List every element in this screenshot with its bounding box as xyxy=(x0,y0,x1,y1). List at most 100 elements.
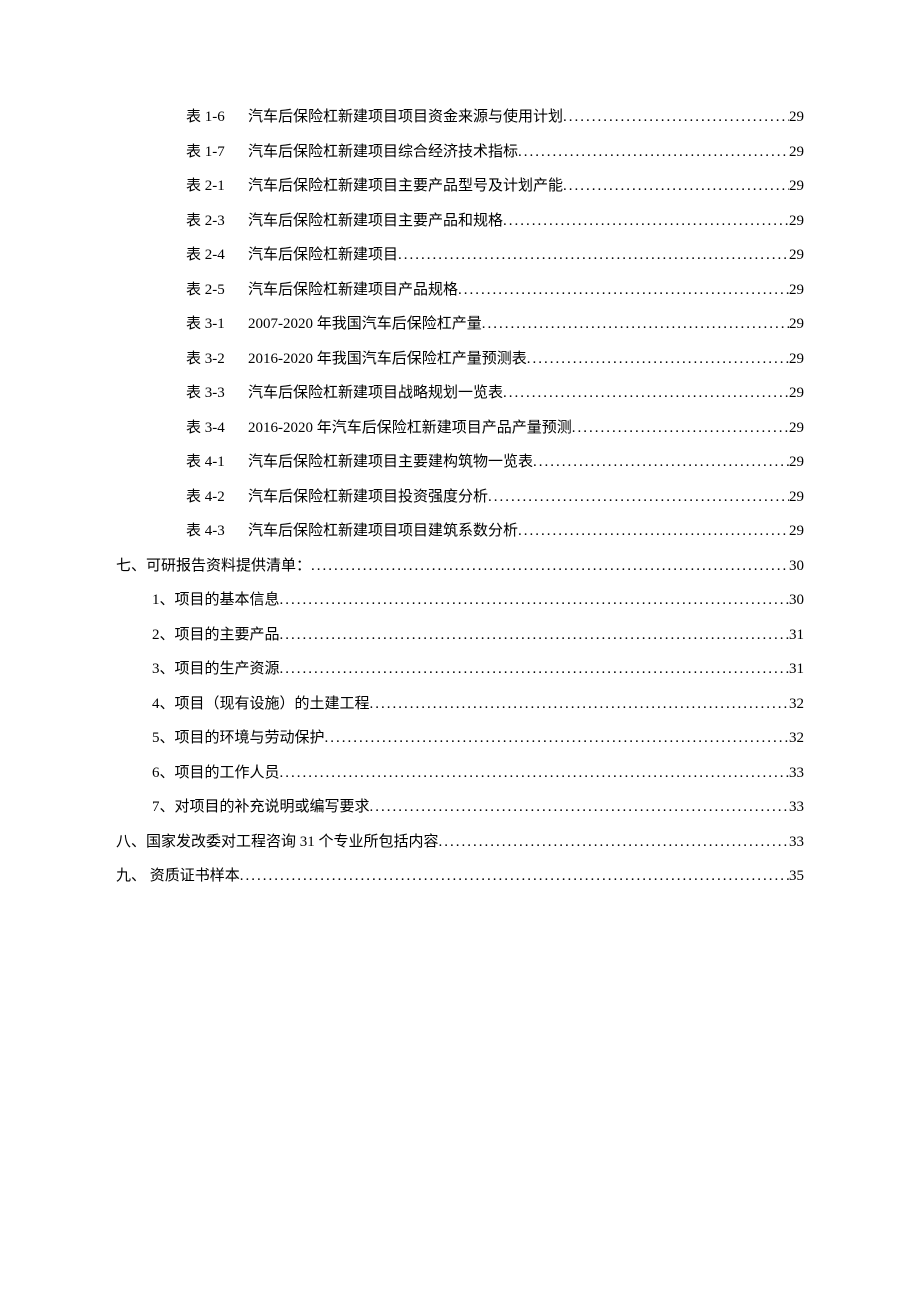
toc-leader xyxy=(280,583,789,618)
toc-label: 表 3-1 xyxy=(186,307,248,342)
toc-text: 2、项目的主要产品 xyxy=(152,618,280,653)
toc-page: 29 xyxy=(789,445,804,480)
toc-page: 29 xyxy=(789,376,804,411)
toc-label: 表 4-1 xyxy=(186,445,248,480)
toc-page: 32 xyxy=(789,721,804,756)
toc-text: 汽车后保险杠新建项目项目建筑系数分析 xyxy=(248,514,518,549)
toc-page: 29 xyxy=(789,480,804,515)
toc-leader xyxy=(398,238,789,273)
toc-subitem: 6、项目的工作人员 33 xyxy=(116,756,804,791)
toc-leader xyxy=(563,169,789,204)
toc-label: 表 1-7 xyxy=(186,135,248,170)
toc-page: 32 xyxy=(789,687,804,722)
toc-leader xyxy=(280,756,789,791)
toc-text: 汽车后保险杠新建项目主要建构筑物一览表 xyxy=(248,445,533,480)
toc-leader xyxy=(325,721,789,756)
toc-label: 表 3-3 xyxy=(186,376,248,411)
toc-text: 1、项目的基本信息 xyxy=(152,583,280,618)
toc-table-entry: 表 3-1 2007-2020 年我国汽车后保险杠产量 29 xyxy=(116,307,804,342)
toc-table-entry: 表 3-4 2016-2020 年汽车后保险杠新建项目产品产量预测 29 xyxy=(116,411,804,446)
toc-text: 汽车后保险杠新建项目主要产品型号及计划产能 xyxy=(248,169,563,204)
toc-table-entry: 表 2-3 汽车后保险杠新建项目主要产品和规格 29 xyxy=(116,204,804,239)
toc-leader xyxy=(488,480,789,515)
toc-text: 汽车后保险杠新建项目 xyxy=(248,238,398,273)
toc-subitem: 4、项目（现有设施）的土建工程 32 xyxy=(116,687,804,722)
toc-text: 汽车后保险杠新建项目投资强度分析 xyxy=(248,480,488,515)
toc-leader xyxy=(563,100,789,135)
toc-leader xyxy=(370,687,789,722)
toc-text: 汽车后保险杠新建项目综合经济技术指标 xyxy=(248,135,518,170)
toc-page: 29 xyxy=(789,169,804,204)
toc-text: 八、国家发改委对工程咨询 31 个专业所包括内容 xyxy=(116,825,439,860)
toc-subitem: 3、项目的生产资源 31 xyxy=(116,652,804,687)
toc-text: 6、项目的工作人员 xyxy=(152,756,280,791)
toc-text: 汽车后保险杠新建项目战略规划一览表 xyxy=(248,376,503,411)
toc-page: 29 xyxy=(789,135,804,170)
toc-text: 2016-2020 年我国汽车后保险杠产量预测表 xyxy=(248,342,527,377)
toc-text: 2007-2020 年我国汽车后保险杠产量 xyxy=(248,307,482,342)
toc-page: 35 xyxy=(789,859,804,894)
toc-leader xyxy=(280,618,789,653)
toc-page: 31 xyxy=(789,618,804,653)
toc-table-entry: 表 3-3 汽车后保险杠新建项目战略规划一览表 29 xyxy=(116,376,804,411)
toc-label: 表 1-6 xyxy=(186,100,248,135)
toc-page: 33 xyxy=(789,790,804,825)
toc-page: 29 xyxy=(789,514,804,549)
toc-page: 29 xyxy=(789,273,804,308)
toc-leader xyxy=(280,652,789,687)
toc-table-entry: 表 4-1 汽车后保险杠新建项目主要建构筑物一览表 29 xyxy=(116,445,804,480)
toc-leader xyxy=(518,135,789,170)
toc-text: 汽车后保险杠新建项目产品规格 xyxy=(248,273,458,308)
toc-subitem: 1、项目的基本信息 30 xyxy=(116,583,804,618)
toc-table-entry: 表 4-2 汽车后保险杠新建项目投资强度分析 29 xyxy=(116,480,804,515)
toc-page: 29 xyxy=(789,238,804,273)
toc-label: 表 3-2 xyxy=(186,342,248,377)
toc-table-entry: 表 2-1 汽车后保险杠新建项目主要产品型号及计划产能 29 xyxy=(116,169,804,204)
toc-table-entry: 表 2-4 汽车后保险杠新建项目 29 xyxy=(116,238,804,273)
toc-text: 2016-2020 年汽车后保险杠新建项目产品产量预测 xyxy=(248,411,572,446)
toc-subitem: 5、项目的环境与劳动保护 32 xyxy=(116,721,804,756)
toc-leader xyxy=(240,859,789,894)
toc-text: 七、可研报告资料提供清单： xyxy=(116,549,311,584)
toc-leader xyxy=(482,307,789,342)
toc-leader xyxy=(572,411,789,446)
toc-leader xyxy=(503,204,789,239)
toc-leader xyxy=(527,342,789,377)
toc-page: 29 xyxy=(789,204,804,239)
toc-label: 表 4-2 xyxy=(186,480,248,515)
toc-text: 4、项目（现有设施）的土建工程 xyxy=(152,687,370,722)
toc-text: 汽车后保险杠新建项目主要产品和规格 xyxy=(248,204,503,239)
toc-page: 31 xyxy=(789,652,804,687)
toc-label: 表 4-3 xyxy=(186,514,248,549)
toc-table-entry: 表 1-6 汽车后保险杠新建项目项目资金来源与使用计划 29 xyxy=(116,100,804,135)
document-page: 表 1-6 汽车后保险杠新建项目项目资金来源与使用计划 29 表 1-7 汽车后… xyxy=(0,0,920,1302)
toc-table-entry: 表 2-5 汽车后保险杠新建项目产品规格 29 xyxy=(116,273,804,308)
toc-page: 29 xyxy=(789,411,804,446)
toc-leader xyxy=(518,514,789,549)
toc-label: 表 2-4 xyxy=(186,238,248,273)
toc-text: 九、 资质证书样本 xyxy=(116,859,240,894)
toc-leader xyxy=(458,273,789,308)
toc-leader xyxy=(503,376,789,411)
toc-page: 29 xyxy=(789,307,804,342)
toc-page: 33 xyxy=(789,756,804,791)
toc-table-entry: 表 4-3 汽车后保险杠新建项目项目建筑系数分析 29 xyxy=(116,514,804,549)
toc-page: 30 xyxy=(789,583,804,618)
toc-subitem: 7、对项目的补充说明或编写要求 33 xyxy=(116,790,804,825)
toc-section-heading: 七、可研报告资料提供清单： 30 xyxy=(116,549,804,584)
toc-leader xyxy=(439,825,789,860)
toc-page: 30 xyxy=(789,549,804,584)
toc-label: 表 2-3 xyxy=(186,204,248,239)
toc-text: 5、项目的环境与劳动保护 xyxy=(152,721,325,756)
toc-section-heading: 八、国家发改委对工程咨询 31 个专业所包括内容 33 xyxy=(116,825,804,860)
toc-table-entry: 表 1-7 汽车后保险杠新建项目综合经济技术指标 29 xyxy=(116,135,804,170)
toc-page: 29 xyxy=(789,100,804,135)
toc-table-entry: 表 3-2 2016-2020 年我国汽车后保险杠产量预测表 29 xyxy=(116,342,804,377)
toc-leader xyxy=(370,790,789,825)
toc-label: 表 2-5 xyxy=(186,273,248,308)
toc-text: 7、对项目的补充说明或编写要求 xyxy=(152,790,370,825)
toc-subitem: 2、项目的主要产品 31 xyxy=(116,618,804,653)
toc-text: 汽车后保险杠新建项目项目资金来源与使用计划 xyxy=(248,100,563,135)
toc-page: 29 xyxy=(789,342,804,377)
toc-text: 3、项目的生产资源 xyxy=(152,652,280,687)
